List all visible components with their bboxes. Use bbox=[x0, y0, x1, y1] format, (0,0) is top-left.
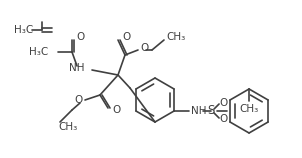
Text: CH₃: CH₃ bbox=[166, 32, 185, 42]
Text: CH₃: CH₃ bbox=[58, 122, 77, 132]
Text: H₃C: H₃C bbox=[29, 47, 48, 57]
Text: O: O bbox=[219, 98, 227, 108]
Text: NH: NH bbox=[69, 63, 85, 73]
Text: O: O bbox=[122, 32, 130, 42]
Text: O: O bbox=[112, 105, 120, 115]
Text: O: O bbox=[76, 32, 84, 42]
Text: S: S bbox=[207, 104, 215, 118]
Text: CH₃: CH₃ bbox=[239, 104, 259, 114]
Text: O: O bbox=[75, 95, 83, 105]
Text: O: O bbox=[140, 43, 148, 53]
Text: O: O bbox=[219, 114, 227, 124]
Text: NH: NH bbox=[191, 106, 207, 116]
Text: H₃C: H₃C bbox=[14, 25, 33, 35]
